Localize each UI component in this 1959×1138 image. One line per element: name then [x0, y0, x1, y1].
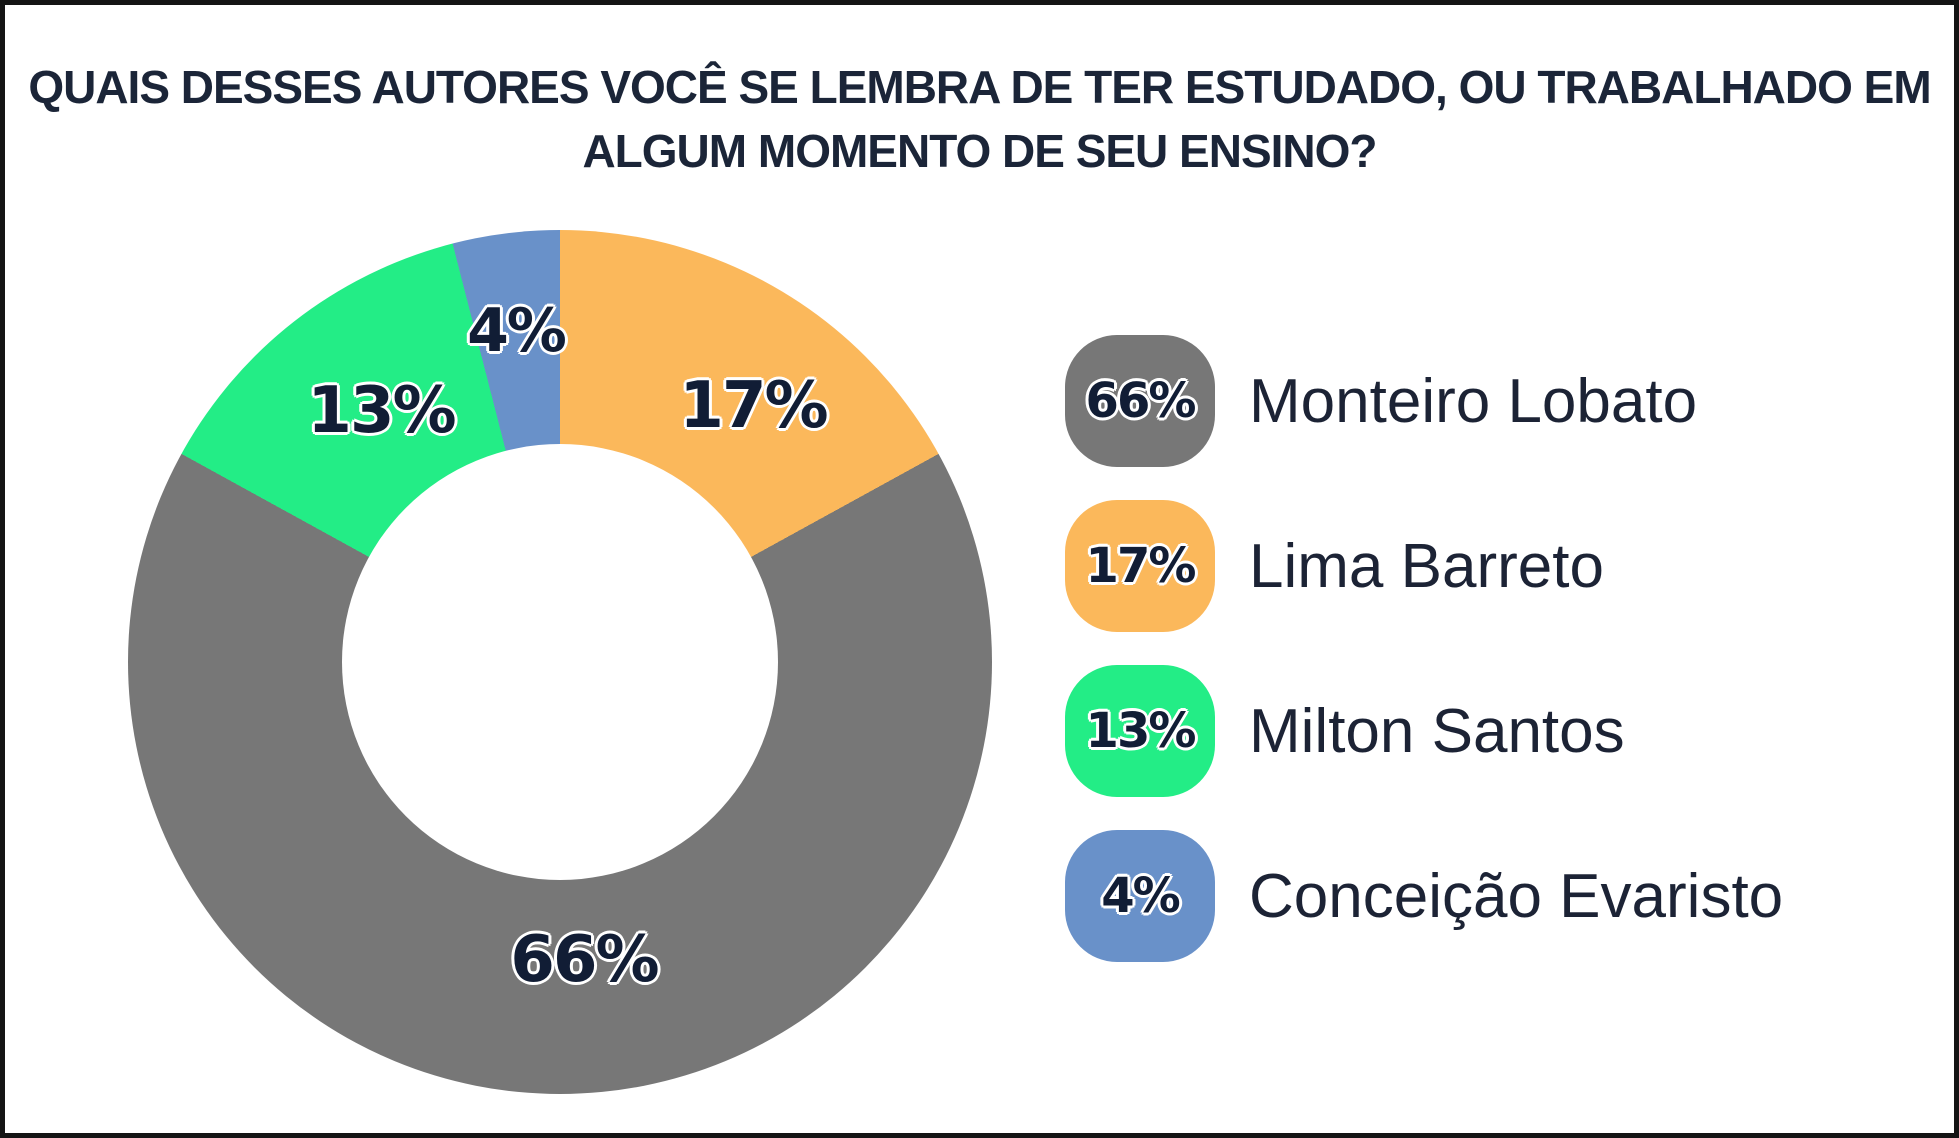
legend-pct-lima-barreto: 17% [1085, 538, 1197, 594]
legend-label-monteiro-lobato: Monteiro Lobato [1249, 366, 1698, 436]
donut-slice-label-monteiro-lobato: 66% [510, 923, 659, 997]
legend-chip-lima-barreto: 17% [1065, 500, 1215, 632]
donut-hole [342, 444, 778, 880]
legend-pct-monteiro-lobato: 66% [1085, 373, 1197, 429]
legend-label-conceicao-evaristo: Conceição Evaristo [1249, 861, 1784, 931]
legend-item-lima-barreto: 17% Lima Barreto [1065, 500, 1604, 632]
legend-item-milton-santos: 13% Milton Santos [1065, 665, 1625, 797]
legend-chip-milton-santos: 13% [1065, 665, 1215, 797]
legend-item-monteiro-lobato: 66% Monteiro Lobato [1065, 335, 1697, 467]
legend-label-milton-santos: Milton Santos [1249, 696, 1625, 766]
legend-item-conceicao-evaristo: 4% Conceição Evaristo [1065, 830, 1783, 962]
legend-chip-conceicao-evaristo: 4% [1065, 830, 1215, 962]
legend-pct-milton-santos: 13% [1085, 703, 1197, 759]
chart-title: QUAIS DESSES AUTORES VOCÊ SE LEMBRA DE T… [5, 55, 1954, 183]
chart-title-line-2: ALGUM MOMENTO DE SEU ENSINO? [582, 125, 1377, 177]
legend-label-lima-barreto: Lima Barreto [1249, 531, 1604, 601]
donut-slice-label-milton-santos: 13% [307, 374, 456, 448]
donut-chart [128, 230, 992, 1094]
chart-title-line-1: QUAIS DESSES AUTORES VOCÊ SE LEMBRA DE T… [28, 61, 1931, 113]
legend-pct-conceicao-evaristo: 4% [1101, 868, 1180, 924]
donut-slice-label-lima-barreto: 17% [679, 369, 828, 443]
legend-chip-monteiro-lobato: 66% [1065, 335, 1215, 467]
donut-slice-label-conceicao-evaristo: 4% [467, 296, 567, 366]
